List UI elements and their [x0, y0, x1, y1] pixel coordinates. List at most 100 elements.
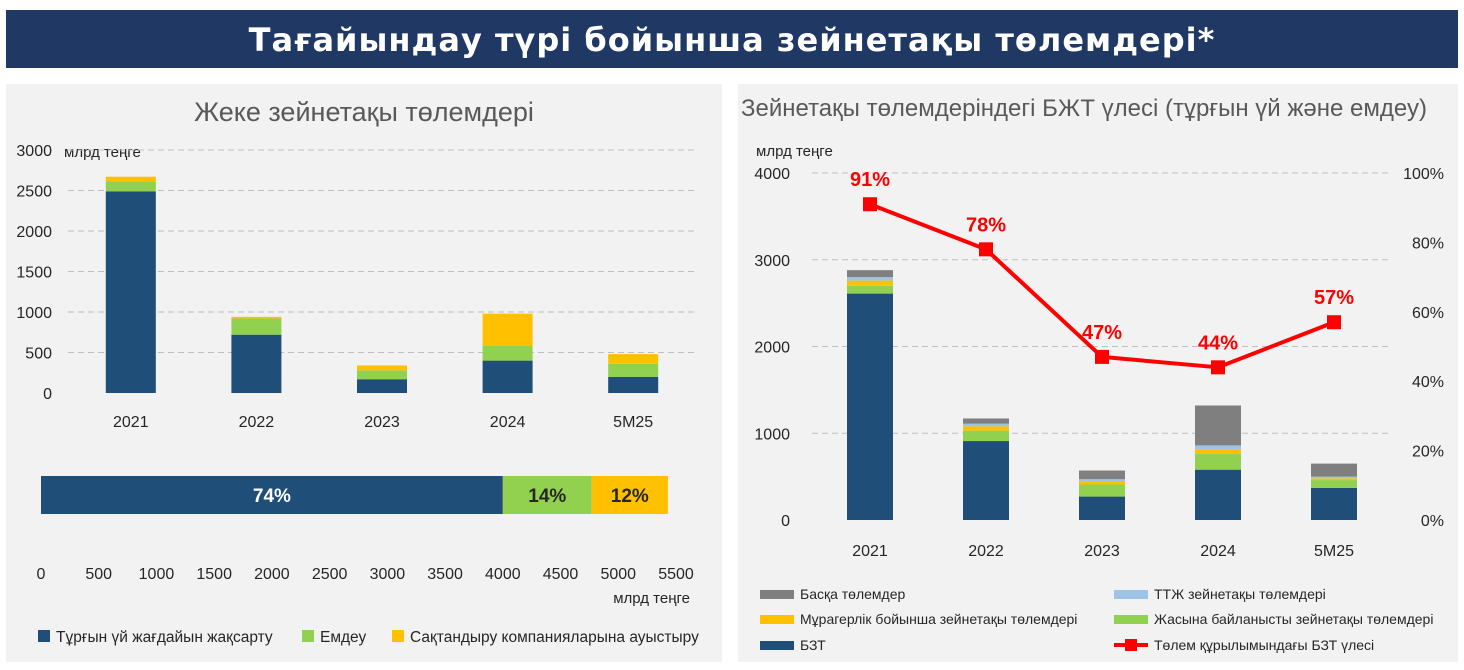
legend-swatch — [760, 615, 794, 624]
x-tick-label: 2022 — [968, 543, 1004, 560]
line-data-label: 44% — [1198, 332, 1238, 354]
y2-tick-label: 20% — [1412, 444, 1444, 461]
right-chart-title: Зейнетақы төлемдеріндегі БЖТ үлесі (тұрғ… — [741, 95, 1427, 122]
x-tick-label: 2500 — [312, 566, 348, 583]
bar-segment — [1195, 445, 1241, 450]
horizontal-bar-x-ticks: 0 500 1000 1500 2000 2500 3000 3500 4000 4500 5000… — [37, 566, 694, 583]
right-chart-x-ticks: 2021 2022 2023 2024 5М25 — [852, 543, 1354, 560]
left-chart-bars — [105, 176, 659, 393]
legend-marker-swatch — [1125, 639, 1137, 651]
bar-segment — [1079, 480, 1125, 485]
legend-item: Басқа төлемдер — [760, 586, 906, 602]
right-chart-legend: Басқа төлемдер ТТЖ зейнетақы төлемдері М… — [760, 586, 1433, 653]
legend-swatch — [1114, 615, 1148, 624]
legend-label: Сақтандыру компанияларына ауыстыру — [410, 629, 699, 646]
bar-segment — [105, 176, 156, 182]
bar-segment — [105, 191, 156, 393]
bar-segment — [963, 430, 1009, 442]
legend-item: Жасына байланысты зейнетақы төлемдері — [1114, 611, 1433, 627]
legend-swatch — [302, 630, 314, 642]
right-chart-panel: Зейнетақы төлемдеріндегі БЖТ үлесі (тұрғ… — [738, 84, 1458, 662]
legend-swatch — [392, 630, 404, 642]
left-chart-y-ticks: 0 500 1000 1500 2000 2500 3000 — [16, 143, 52, 403]
right-chart-svg: Зейнетақы төлемдеріндегі БЖТ үлесі (тұрғ… — [741, 95, 1444, 653]
bar-segment — [1311, 463, 1357, 477]
bar-segment — [847, 293, 893, 520]
x-tick-label: 2022 — [239, 414, 275, 431]
bar-segment — [963, 441, 1009, 520]
x-tick-label: 1000 — [139, 566, 175, 583]
legend-swatch — [38, 630, 50, 642]
bar-segment — [1311, 478, 1357, 481]
bar-segment — [1195, 449, 1241, 455]
legend-label: Тұрғын үй жағдайын жақсарту — [56, 629, 273, 646]
bar-segment — [41, 476, 503, 514]
x-tick-label: 5М25 — [1314, 543, 1354, 560]
right-chart-y2-ticks: 0% 20% 40% 60% 80% 100% — [1403, 166, 1444, 530]
x-tick-label: 0 — [37, 566, 46, 583]
y2-tick-label: 80% — [1412, 235, 1444, 252]
x-tick-label: 3500 — [427, 566, 463, 583]
left-chart-gridlines — [68, 149, 696, 353]
left-chart-legend: Тұрғын үй жағдайын жақсарту Емдеу Сақтан… — [38, 629, 699, 646]
bar-segment — [1079, 496, 1125, 520]
bar-segment — [591, 476, 668, 514]
bar-segment — [105, 181, 156, 192]
left-chart-unit-label: млрд теңге — [64, 144, 141, 161]
bar-segment — [357, 365, 407, 371]
y-tick-label: 3000 — [16, 143, 52, 160]
legend-swatch — [1114, 590, 1148, 599]
data-label: 14% — [528, 486, 566, 507]
legend-item: Мұрагерлік бойынша зейнетақы төлемдері — [760, 611, 1077, 627]
bar-segment — [1195, 405, 1241, 446]
data-label: 74% — [253, 486, 291, 507]
x-tick-label: 2021 — [852, 543, 888, 560]
horizontal-bar — [41, 476, 668, 514]
right-chart-y-ticks: 0 1000 2000 3000 4000 — [754, 166, 790, 530]
y2-tick-label: 60% — [1412, 305, 1444, 322]
bar-segment — [231, 318, 282, 335]
y2-tick-label: 0% — [1421, 513, 1444, 530]
right-chart-line: 91% 78% 47% 44% 57% — [850, 169, 1354, 375]
bar-segment — [231, 334, 282, 393]
x-tick-label: 2000 — [254, 566, 290, 583]
left-chart-x-ticks: 2021 2022 2023 2024 5М25 — [113, 414, 653, 431]
line-data-label: 57% — [1314, 287, 1354, 309]
left-chart-title: Жеке зейнетақы төлемдері — [194, 97, 534, 127]
page-title: Тағайындау түрі бойынша зейнетақы төлемд… — [6, 10, 1458, 68]
y-tick-label: 2000 — [16, 224, 52, 241]
x-tick-label: 3000 — [370, 566, 406, 583]
y-tick-label: 0 — [781, 513, 790, 530]
horizontal-bar-labels: 74% 14% 12% — [253, 486, 649, 507]
x-tick-label: 2021 — [113, 414, 149, 431]
bar-segment — [1079, 470, 1125, 480]
bar-segment — [482, 313, 533, 347]
x-tick-label: 2023 — [364, 414, 400, 431]
bar-segment — [502, 476, 592, 514]
x-tick-label: 2024 — [1200, 543, 1236, 560]
right-chart-unit-label: млрд теңге — [756, 143, 833, 160]
line-marker — [979, 242, 993, 257]
line-marker — [1327, 315, 1341, 330]
legend-label: ТТЖ зейнетақы төлемдері — [1154, 586, 1326, 602]
bar-segment — [357, 379, 407, 393]
bar-segment — [1311, 487, 1357, 520]
y-tick-label: 4000 — [754, 166, 790, 183]
bar-segment — [963, 426, 1009, 431]
legend-item: Төлем құрылымындағы БЗТ үлесі — [1114, 637, 1374, 653]
line-data-label: 91% — [850, 169, 890, 191]
bar-segment — [1311, 480, 1357, 488]
line-data-label: 78% — [966, 214, 1006, 236]
bar-segment — [847, 285, 893, 294]
bar-segment — [482, 346, 533, 361]
y-tick-label: 1000 — [16, 305, 52, 322]
line-marker — [1095, 349, 1109, 364]
bar-segment — [608, 363, 659, 377]
y2-tick-label: 100% — [1403, 166, 1444, 183]
y-tick-label: 1000 — [754, 426, 790, 443]
y-tick-label: 500 — [25, 346, 52, 363]
bar-segment — [482, 360, 533, 393]
x-tick-label: 4500 — [543, 566, 579, 583]
legend-item: Сақтандыру компанияларына ауыстыру — [392, 629, 699, 646]
bar-segment — [608, 354, 659, 364]
